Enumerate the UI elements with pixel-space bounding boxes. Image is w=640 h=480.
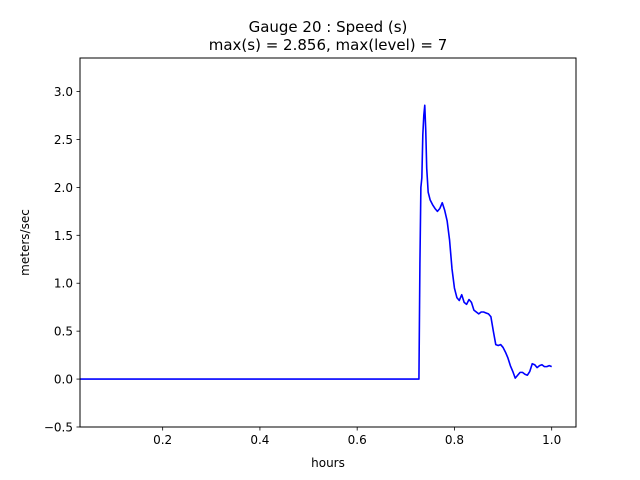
x-tick-label: 0.2 bbox=[153, 433, 172, 447]
x-axis-ticks: 0.2 0.4 0.6 0.8 1.0 bbox=[153, 427, 561, 447]
series-line-0 bbox=[80, 104, 552, 380]
chart-title: Gauge 20 : Speed (s) bbox=[249, 18, 408, 36]
y-tick-label: 1.0 bbox=[54, 277, 73, 291]
y-tick-label: 2.5 bbox=[54, 133, 73, 147]
data-lines bbox=[80, 104, 552, 380]
y-axis-ticks: −0.5 0.0 0.5 1.0 1.5 2.0 2.5 3.0 bbox=[44, 85, 80, 435]
chart-subtitle: max(s) = 2.856, max(level) = 7 bbox=[209, 36, 447, 54]
axes-frame bbox=[79, 57, 577, 428]
y-tick-label: 1.5 bbox=[54, 229, 73, 243]
y-axis-label: meters/sec bbox=[18, 209, 32, 276]
x-tick-label: 0.6 bbox=[348, 433, 367, 447]
y-tick-label: 2.0 bbox=[54, 181, 73, 195]
y-tick-label: −0.5 bbox=[44, 421, 73, 435]
y-tick-label: 3.0 bbox=[54, 85, 73, 99]
y-tick-label: 0.5 bbox=[54, 325, 73, 339]
x-tick-label: 1.0 bbox=[542, 433, 561, 447]
x-tick-label: 0.8 bbox=[445, 433, 464, 447]
x-tick-label: 0.4 bbox=[250, 433, 269, 447]
x-axis-label: hours bbox=[311, 456, 345, 470]
y-tick-label: 0.0 bbox=[54, 373, 73, 387]
plot-area: 0.2 0.4 0.6 0.8 1.0 −0.5 0.0 0.5 1.0 1.5 2.0 2.5 3.… bbox=[44, 57, 577, 447]
